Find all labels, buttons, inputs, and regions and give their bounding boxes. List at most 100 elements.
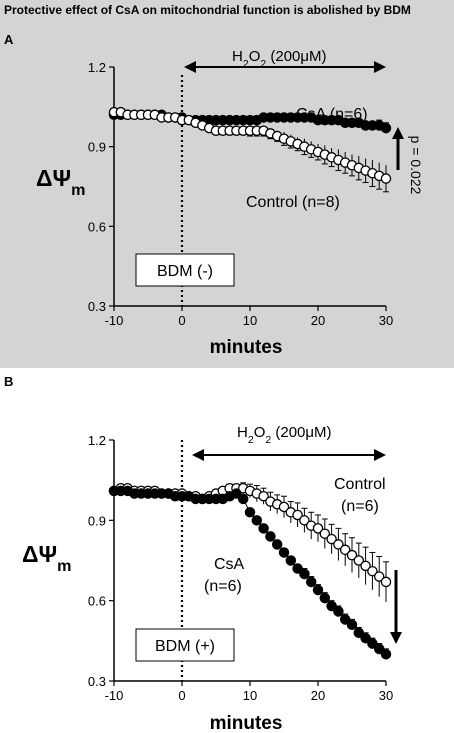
x-tick-label: 20 [311,313,325,328]
csa-point [339,614,351,625]
control-point [380,576,392,588]
csa-point [380,122,392,134]
y-tick-label: 1.2 [88,60,106,75]
panel-a-bdm-box [135,253,235,287]
treatment-label-text: H2O2 (200μM) [232,48,327,70]
control-point [373,571,385,582]
x-tick-label: 20 [311,688,325,703]
panel-a-treatment-label: H2O2 (200μM) [232,48,327,70]
csa-point [305,576,317,588]
panel-a-chart: A -10 0 10 20 300.30.60.91.2 ΔΨm minutes H2O… [4,32,424,358]
control-point [258,490,269,502]
control-point [346,549,358,561]
figure-title: Protective effect of CsA on mitochondria… [4,3,411,17]
x-tick-label: 0 [178,688,185,703]
panel-b-bdm-label: BDM (+) [155,638,215,655]
panel-b-chart: B -10 0 10 20 300.30.60.91.2 ΔΨm minutes H2O… [4,374,402,733]
label-text: ΔΨ [36,165,71,191]
panel-b-csa-line2: (n=6) [204,578,242,595]
csa-point [278,547,290,558]
csa-point [326,600,337,612]
panel-b-csa-line1: CsA [214,556,245,573]
arrow-head-right [374,449,386,461]
csa-point [258,523,269,534]
subscript-text: 2 [248,434,254,446]
panel-a-csa-label: CsA (n=6) [296,106,368,123]
panel-b-csa-label: CsA (n=6) [204,556,245,595]
control-point [380,173,392,184]
control-point [367,565,378,577]
control-point [360,560,371,572]
csa-point [271,539,283,550]
csa-point [380,648,392,660]
x-tick-label: 30 [379,688,393,703]
arrow-head-right [374,61,386,73]
panel-b-ylabel: ΔΨm [22,541,71,575]
panel-a-control-label: Control (n=8) [246,194,340,211]
csa-point [292,563,303,574]
x-tick-label: 0 [178,313,185,328]
label-text: ΔΨ [22,541,57,567]
treatment-label-text: H2O2 (200μM) [237,424,332,446]
significance-arrow-head [390,632,402,644]
csa-point [299,568,310,580]
csa-point [367,638,378,649]
csa-point [244,507,256,518]
panel-b-xlabel: minutes [210,713,283,733]
y-tick-label: 0.6 [88,219,106,234]
panel-b-bdm-box [135,628,235,662]
label-text: O [249,48,261,65]
panel-a-bdm-label: BDM (-) [157,263,213,280]
csa-point [251,515,263,526]
y-tick-label: 1.2 [88,433,106,448]
significance-arrow-head [392,127,404,139]
panel-a-xlabel: minutes [210,337,283,358]
control-point [319,528,331,539]
label-text: (200μM) [271,424,331,441]
panel-a-ylabel-main: ΔΨm [36,165,85,199]
subscript-text: m [71,181,85,199]
csa-point [319,592,331,604]
csa-point [231,488,242,499]
control-point [278,501,290,513]
panel-a-ylabel: ΔΨm [36,165,85,199]
control-point [353,555,365,566]
subscript-text: 2 [265,434,271,446]
csa-point [360,632,371,644]
panel-b-control-line1: Control [334,476,386,493]
x-tick-label: 30 [379,313,393,328]
control-point [326,533,337,545]
title-bar: Protective effect of CsA on mitochondria… [0,0,454,22]
control-point [292,509,303,521]
control-point [339,544,351,556]
subscript-text: m [57,557,71,575]
x-tick-label: -10 [105,688,124,703]
x-tick-label: 10 [243,313,257,328]
label-text: H [232,48,243,65]
label-text: H [237,424,248,441]
csa-point [285,555,297,566]
panel-b-label: B [4,374,13,389]
control-point [299,515,310,526]
panel-b-treatment-label: H2O2 (200μM) [237,424,332,446]
csa-point [373,643,385,655]
control-point [333,539,344,550]
panel-a-pvalue: p = 0.022 [408,136,424,195]
subscript-text: 2 [260,58,266,70]
panel-b-control-label: Control (n=6) [334,476,386,515]
panel-b-ylabel-main: ΔΨm [22,541,71,575]
arrow-head-left [184,61,196,73]
x-tick-label: -10 [105,313,124,328]
x-tick-label: 10 [243,688,257,703]
csa-point [353,627,365,639]
y-tick-label: 0.3 [88,299,106,314]
csa-point [312,584,324,596]
arrow-head-left [192,449,204,461]
y-tick-label: 0.9 [88,140,106,155]
y-tick-label: 0.6 [88,594,106,609]
csa-point [237,493,249,505]
y-tick-label: 0.9 [88,513,106,528]
csa-point [333,606,344,617]
label-text: (200μM) [266,48,326,65]
